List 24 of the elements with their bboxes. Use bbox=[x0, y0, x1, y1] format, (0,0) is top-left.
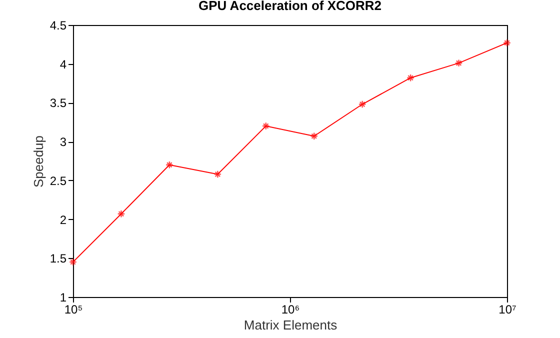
y-axis-title: Speedup bbox=[30, 135, 46, 188]
y-tick-label: 1.5 bbox=[50, 252, 67, 266]
point bbox=[454, 59, 463, 68]
y-tick-label: 2 bbox=[60, 212, 67, 227]
y-tick-label: 4.5 bbox=[50, 18, 67, 32]
point bbox=[503, 38, 511, 47]
x-tick-label: 10⁶ bbox=[281, 302, 300, 316]
chart-title: GPU Acceleration of XCORR2 bbox=[198, 0, 382, 13]
point bbox=[165, 160, 174, 169]
y-tick-label: 3 bbox=[60, 135, 67, 150]
point bbox=[69, 258, 77, 266]
point bbox=[117, 210, 126, 218]
y-tick-label: 2.5 bbox=[50, 174, 67, 188]
x-tick-label: 10⁵ bbox=[64, 302, 83, 316]
y-tick-label: 1 bbox=[60, 290, 67, 304]
point bbox=[214, 170, 222, 178]
x-axis-title: Matrix Elements bbox=[244, 318, 338, 332]
y-tick-label: 4 bbox=[60, 57, 67, 72]
point bbox=[406, 74, 415, 82]
y-tick-label: 3.5 bbox=[50, 96, 67, 110]
x-tick-label: 10⁷ bbox=[498, 302, 516, 316]
point bbox=[262, 122, 270, 130]
point bbox=[358, 100, 366, 108]
point bbox=[310, 132, 318, 140]
